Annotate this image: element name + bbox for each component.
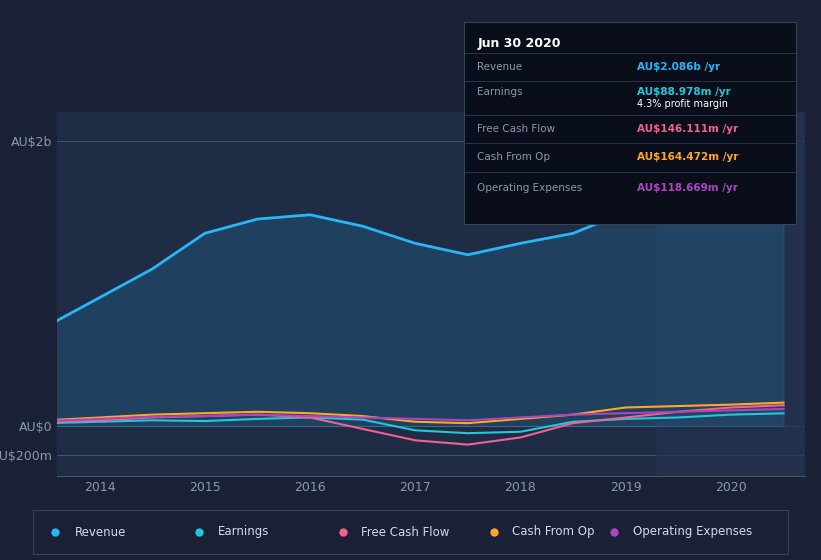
Text: Cash From Op: Cash From Op [512,525,595,539]
Text: AU$2.086b /yr: AU$2.086b /yr [637,62,720,72]
Text: Jun 30 2020: Jun 30 2020 [477,36,561,49]
Text: Operating Expenses: Operating Expenses [633,525,753,539]
Text: AU$146.111m /yr: AU$146.111m /yr [637,124,738,134]
Text: Earnings: Earnings [477,87,523,97]
Text: Free Cash Flow: Free Cash Flow [361,525,450,539]
Text: Revenue: Revenue [75,525,126,539]
Text: 4.3% profit margin: 4.3% profit margin [637,99,727,109]
Text: Operating Expenses: Operating Expenses [477,183,582,193]
Text: AU$164.472m /yr: AU$164.472m /yr [637,152,738,162]
Text: AU$118.669m /yr: AU$118.669m /yr [637,183,737,193]
Text: Earnings: Earnings [218,525,269,539]
Text: AU$88.978m /yr: AU$88.978m /yr [637,87,731,97]
Bar [658,112,805,476]
Text: Free Cash Flow: Free Cash Flow [477,124,555,134]
Text: Cash From Op: Cash From Op [477,152,550,162]
Text: Revenue: Revenue [477,62,522,72]
